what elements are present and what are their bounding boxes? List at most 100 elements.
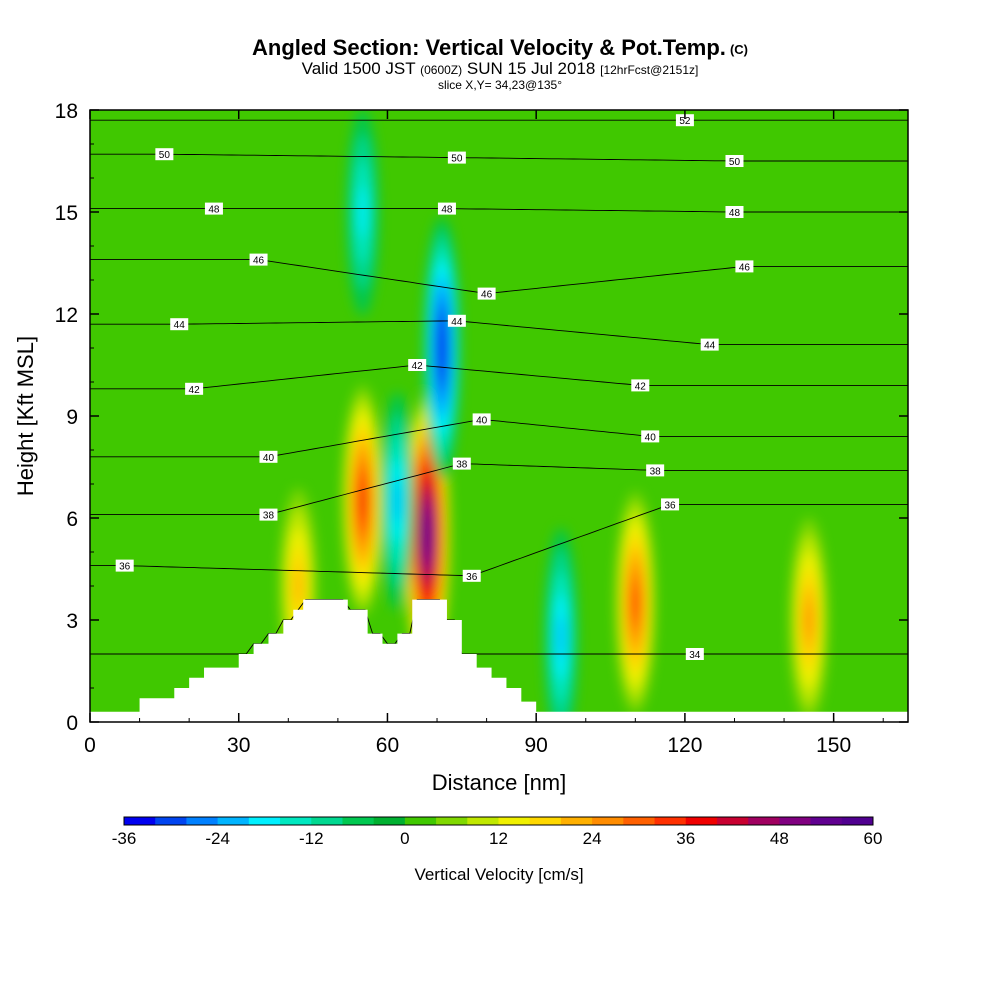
colorbar-swatch [404, 817, 437, 825]
isentrope-label-text: 40 [476, 415, 488, 426]
y-tick-label: 3 [66, 610, 78, 633]
y-tick-label: 6 [66, 508, 78, 531]
isentrope-label: 44 [447, 314, 466, 328]
isentrope-44 [90, 320, 908, 346]
colorbar-tick-label: 36 [676, 829, 695, 848]
isentrope-label: 40 [641, 430, 660, 443]
isentrope-labels: 34 36 36 36 38 38 38 40 40 40 42 42 42 44 44 44 46 46 46 48… [115, 114, 754, 661]
slice-info: slice X,Y= 34,23@135° [437, 78, 563, 92]
colorbar-tick-label: 24 [583, 829, 602, 848]
isentrope-label: 46 [735, 260, 754, 273]
colorbar-swatch [748, 817, 780, 825]
y-tick-label: 12 [55, 304, 78, 327]
y-tick-label: 9 [66, 406, 78, 429]
isentrope-label: 36 [661, 498, 680, 511]
isentrope-label: 38 [646, 464, 665, 477]
valid-prefix: Valid 1500 JST [301, 59, 416, 78]
x-tick-label: 30 [227, 734, 250, 757]
isentrope-label-text: 46 [253, 256, 265, 267]
isentrope-label: 44 [170, 318, 189, 331]
velocity-contour [294, 566, 302, 606]
colorbar-tick-label: 12 [489, 829, 508, 848]
colorbar-tick-label: 0 [400, 829, 409, 848]
isentrope-label-text: 38 [263, 511, 275, 522]
velocity-contour [557, 615, 565, 659]
isentrope-label-text: 38 [650, 466, 662, 477]
forecast-info: [12hrFcst@2151z] [600, 63, 699, 77]
downdraft-core-0 [423, 217, 461, 479]
isentrope-label: 50 [447, 151, 466, 165]
isentrope-label-text: 38 [456, 460, 468, 471]
colorbar-swatch [373, 817, 406, 825]
isentrope-label-text: 40 [263, 453, 275, 464]
colorbar-swatch [716, 817, 749, 825]
colorbar-swatch [810, 817, 843, 825]
colorbar-swatch [186, 817, 219, 825]
velocity-contour [394, 479, 401, 523]
isentrope-label-text: 44 [451, 317, 463, 328]
x-tick-label: 90 [525, 734, 548, 757]
colorbar-swatch [124, 817, 156, 825]
isentrope-label-text: 50 [729, 157, 741, 168]
y-tick-label: 0 [66, 712, 78, 735]
isentrope-48 [90, 208, 908, 213]
colorbar-swatch [311, 817, 343, 825]
isentrope-42 [90, 364, 908, 390]
y-axis-label: Height [Kft MSL] [13, 336, 38, 496]
isentrope-label-text: 42 [412, 361, 424, 372]
isentrope-34 [90, 599, 908, 655]
colorbar-swatch [280, 817, 312, 825]
isentrope-40 [90, 419, 908, 458]
colorbar-swatch [654, 817, 687, 825]
isentrope-label: 52 [675, 114, 694, 127]
isentrope-label-text: 40 [645, 432, 657, 443]
velocity-contour [360, 488, 365, 514]
copyright-tag: (C) [729, 42, 748, 57]
isentrope-lines [90, 119, 908, 655]
isentrope-label-text: 44 [704, 341, 716, 352]
colorbar-frame [123, 816, 874, 826]
colorbar-tick-label: -12 [299, 829, 324, 848]
isentrope-label: 48 [204, 202, 223, 216]
colorbar-swatch [342, 817, 375, 825]
isentrope-36 [90, 503, 908, 577]
colorbar: -36 -24 -12 0 12 24 36 48 60 [112, 816, 882, 848]
colorbar-swatch [498, 817, 531, 825]
isentrope-label: 44 [700, 338, 719, 352]
downdraft-core-2 [544, 528, 578, 722]
isentrope-label: 42 [631, 379, 650, 392]
isentrope-38 [90, 463, 908, 516]
isentrope-label: 46 [249, 253, 268, 267]
x-tick-label: 0 [84, 734, 96, 757]
colorbar-label: Vertical Velocity [cm/s] [414, 865, 583, 884]
isentrope-label: 34 [685, 648, 704, 661]
downdraft-core-3 [346, 110, 379, 316]
colorbar-swatch [467, 817, 499, 825]
isentrope-label-text: 36 [664, 500, 676, 511]
isentrope-label: 46 [477, 287, 496, 301]
title-main: Angled Section: Vertical Velocity & Pot.… [252, 35, 726, 60]
isentrope-label: 40 [259, 450, 278, 464]
plot-background [90, 110, 908, 722]
updraft-core-2 [615, 491, 656, 715]
updraft-core-1 [342, 385, 383, 617]
isentrope-label-text: 50 [451, 154, 463, 165]
isentrope-label-text: 42 [635, 381, 647, 392]
colorbar-swatch [560, 817, 593, 825]
x-tick-label: 120 [667, 734, 702, 757]
isentrope-label-text: 46 [739, 262, 751, 273]
chart-title-block: Angled Section: Vertical Velocity & Pot.… [0, 35, 1000, 92]
velocity-contour [425, 525, 429, 545]
y-tick-label: 15 [55, 202, 78, 225]
isentrope-label-text: 44 [174, 320, 186, 331]
isentrope-label-text: 48 [208, 205, 220, 216]
isentrope-label: 40 [472, 413, 491, 426]
isentrope-label: 38 [452, 457, 471, 471]
y-tick-label: 18 [55, 100, 78, 123]
colorbar-swatch [155, 817, 187, 825]
x-axis: 0 30 60 90 120 150 [84, 110, 884, 757]
colorbar-swatch [592, 817, 624, 825]
velocity-contour [805, 603, 812, 637]
